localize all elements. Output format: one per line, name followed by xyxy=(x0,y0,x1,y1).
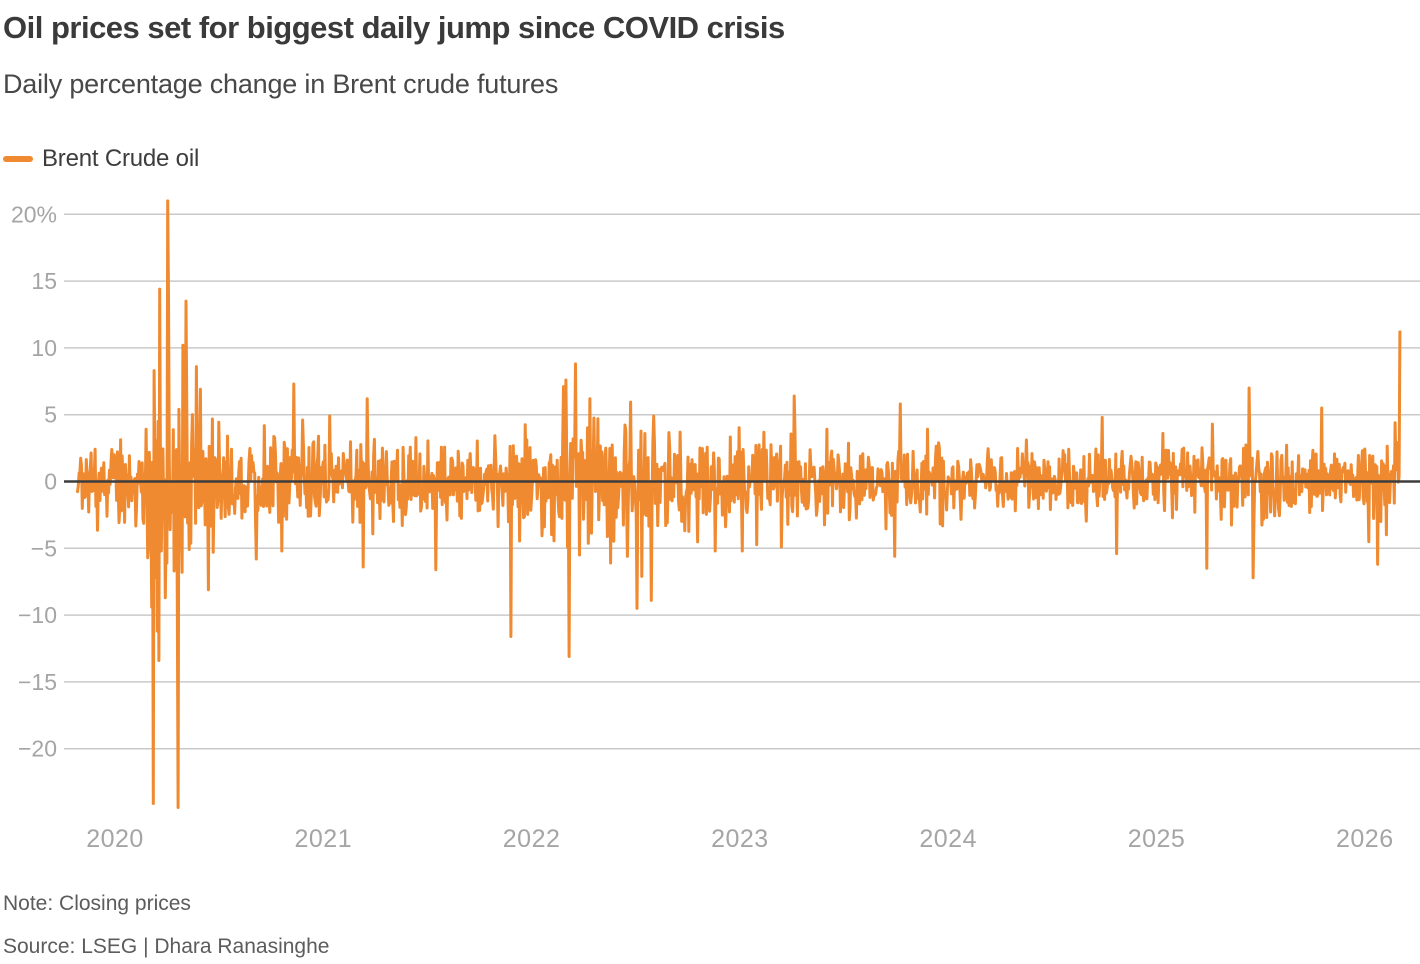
y-axis-tick-label: −5 xyxy=(31,535,57,561)
x-axis-tick-label: 2025 xyxy=(1128,825,1186,853)
y-axis-tick-label: −20 xyxy=(18,736,57,762)
x-axis-tick-label: 2023 xyxy=(711,825,769,853)
legend-swatch-brent xyxy=(3,156,33,162)
chart-source: Source: LSEG | Dhara Ranasinghe xyxy=(3,935,330,958)
x-axis-tick-label: 2022 xyxy=(503,825,561,853)
y-axis-tick-label: −10 xyxy=(18,602,57,628)
y-axis-tick-label: 15 xyxy=(31,268,57,294)
y-axis-tick-label: −15 xyxy=(18,669,57,695)
x-axis-tick-label: 2020 xyxy=(86,825,144,853)
chart-note: Note: Closing prices xyxy=(3,892,191,915)
y-axis-tick-label: 10 xyxy=(31,335,57,361)
y-axis-tick-label: 20% xyxy=(11,201,57,227)
brent-daily-change-chart: 20% 15 10 5 0 −5 −10 −15 −20 2020 2021 2022 2023 2024… xyxy=(11,199,1420,853)
x-axis-tick-label: 2021 xyxy=(294,825,352,853)
y-axis-tick-label: 0 xyxy=(44,469,57,495)
legend-label-brent: Brent Crude oil xyxy=(42,145,200,172)
x-axis-tick-label: 2026 xyxy=(1336,825,1394,853)
legend: Brent Crude oil xyxy=(3,144,199,174)
brent-series-line xyxy=(76,199,1402,809)
chart-subtitle: Daily percentage change in Brent crude f… xyxy=(3,69,559,99)
page-title: Oil prices set for biggest daily jump si… xyxy=(3,10,785,45)
y-axis-tick-label: 5 xyxy=(44,402,57,428)
x-axis-tick-label: 2024 xyxy=(919,825,977,853)
